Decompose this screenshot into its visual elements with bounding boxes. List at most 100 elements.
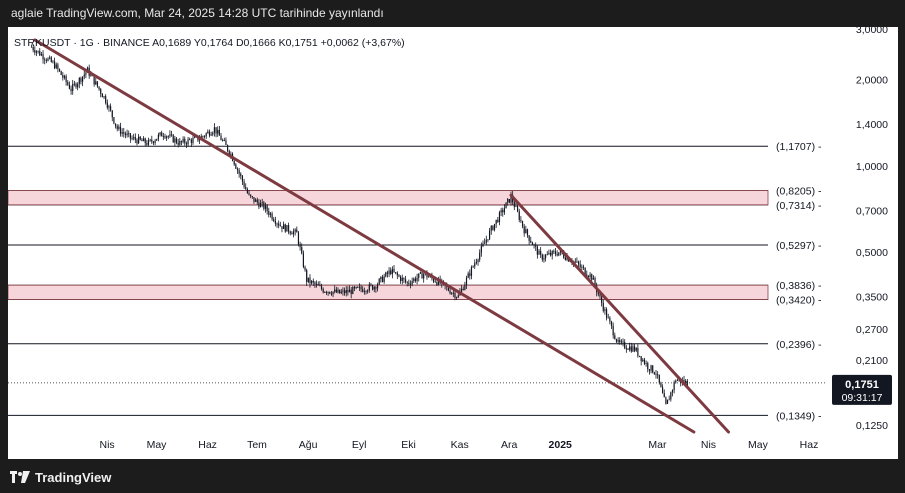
candle-body-55	[121, 132, 123, 134]
candle-body-275	[484, 242, 486, 244]
candle-body-41	[98, 86, 100, 90]
candle-body-44	[103, 96, 105, 98]
chart-panel[interactable]: (1,1707) - (0,8205) - (0,7314) - (0,5297) -…	[8, 27, 898, 459]
candle-body-13	[52, 61, 54, 63]
candle-body-240	[426, 272, 428, 278]
candle-body-83	[167, 136, 169, 138]
candle-body-295	[516, 205, 519, 212]
time-tick-may: May	[748, 439, 769, 451]
candle-body-102	[198, 139, 201, 141]
current-price-value: 0,1751	[845, 379, 879, 391]
candle-body-291	[510, 194, 512, 203]
time-tick-eki: Eki	[401, 439, 416, 451]
candle-body-32	[83, 74, 85, 77]
candle-body-299	[523, 226, 525, 234]
candle-body-349	[605, 309, 608, 318]
candle-body-30	[80, 78, 82, 82]
candle-body-78	[159, 132, 161, 135]
candle-body-70	[146, 143, 148, 145]
price-tick-2-0000: 2,0000	[856, 75, 888, 87]
candle-body-387	[668, 399, 670, 401]
candle-body-374	[647, 363, 649, 370]
candle-body-65	[138, 136, 140, 144]
candle-body-121	[230, 153, 232, 155]
tradingview-logo[interactable]: TradingView	[10, 469, 111, 485]
candles-layer	[30, 44, 688, 405]
zone-0	[8, 190, 769, 206]
candle-body-216	[386, 272, 389, 274]
publish-line: aglaie TradingView.com, Mar 24, 2025 14:…	[11, 6, 384, 20]
candle-body-110	[212, 132, 214, 135]
candle-body-319	[556, 254, 558, 256]
candle-body-23	[68, 84, 71, 89]
level-label--0-8205-: (0,8205) -	[776, 186, 822, 198]
candle-body-230	[409, 283, 412, 285]
candle-body-289	[507, 199, 509, 203]
candle-body-180	[327, 291, 329, 293]
price-axis[interactable]: 3,0000 2,0000 1,4000 1,0000 0,7000 0,5000 0,35…	[832, 27, 892, 432]
candle-body-113	[217, 129, 219, 134]
candle-body-205	[368, 284, 370, 291]
candle-body-154	[284, 224, 286, 232]
candle-body-182	[330, 293, 333, 295]
candle-body-293	[513, 202, 515, 207]
candle-body-25	[72, 83, 74, 91]
candle-body-267	[470, 266, 473, 276]
candle-body-376	[650, 365, 652, 371]
time-tick-nis: Nis	[99, 439, 114, 451]
time-tick-may: May	[147, 439, 168, 451]
candle-body-270	[475, 261, 478, 264]
candle-body-223	[398, 275, 400, 277]
candle-body-274	[482, 243, 484, 247]
candle-body-6	[40, 54, 43, 56]
candle-body-352	[610, 321, 613, 326]
candle-body-321	[559, 250, 562, 253]
candle-body-166	[304, 267, 306, 271]
price-chart[interactable]: (1,1707) - (0,8205) - (0,7314) - (0,5297) -…	[8, 27, 898, 459]
candle-body-318	[554, 251, 557, 255]
candle-body-39	[95, 81, 97, 85]
candle-body-392	[676, 379, 679, 381]
candle-body-264	[465, 277, 468, 285]
candle-body-126	[238, 170, 240, 174]
candle-body-244	[432, 278, 435, 282]
candle-body-234	[416, 277, 418, 281]
candle-body-66	[139, 136, 141, 140]
price-tick-3-0000: 3,0000	[856, 27, 888, 36]
candle-body-162	[297, 232, 300, 245]
candle-body-10	[47, 58, 49, 61]
candle-body-164	[301, 247, 303, 254]
candle-body-108	[208, 131, 211, 136]
candle-body-377	[652, 365, 654, 373]
candle-body-9	[45, 60, 47, 61]
candle-body-358	[620, 341, 623, 343]
current-price-tag	[832, 374, 892, 405]
candle-body-171	[312, 280, 314, 283]
candle-body-36	[90, 74, 92, 76]
candle-body-187	[339, 289, 341, 294]
candle-body-330	[574, 261, 576, 263]
price-tick-0-5000: 0,5000	[856, 247, 888, 259]
candle-body-170	[311, 280, 313, 284]
candle-body-284	[498, 212, 501, 223]
time-tick-kas: Kas	[451, 439, 469, 451]
candle-body-179	[325, 291, 328, 293]
time-tick-haz: Haz	[198, 439, 217, 451]
candle-body-272	[479, 252, 481, 260]
candle-body-93	[184, 138, 186, 144]
candle-body-346	[601, 296, 603, 303]
candle-body-99	[194, 136, 196, 138]
candle-body-137	[256, 199, 258, 203]
candle-body-141	[263, 202, 265, 209]
time-axis[interactable]: Nis May Haz Tem Ağu Eyl Eki Kas Ara 2025 Mar Nis May…	[99, 439, 818, 451]
candle-body-75	[154, 140, 156, 143]
bar-countdown: 09:31:17	[842, 392, 883, 404]
candle-body-204	[367, 290, 369, 292]
candle-body-398	[686, 380, 688, 386]
candle-body-236	[419, 272, 421, 274]
candle-body-112	[215, 127, 217, 134]
candle-body-153	[283, 224, 285, 229]
price-tick-0-2700: 0,2700	[856, 324, 888, 336]
candle-body-116	[222, 140, 224, 141]
candle-body-82	[166, 136, 168, 138]
